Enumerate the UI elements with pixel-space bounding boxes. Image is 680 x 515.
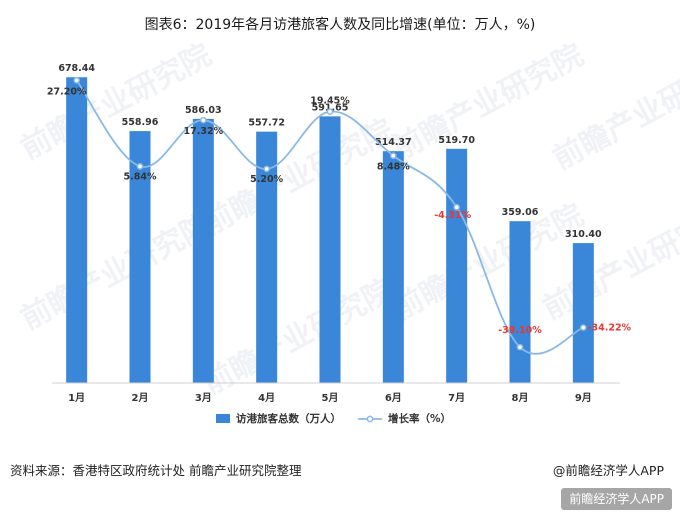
bar-value-label: 558.96: [122, 117, 159, 128]
x-tick-label: 8月: [512, 392, 529, 404]
watermark-text: 前瞻产业研究院: [15, 38, 217, 167]
growth-rate-point: [73, 77, 81, 84]
brand-handle: @前瞻经济学人APP: [552, 463, 664, 478]
chart: 前瞻产业研究院前瞻产业研究院前瞻产业研究院前瞻产业研究院前瞻产业研究院前瞻产业研…: [15, 38, 680, 425]
chart-title: 图表6：2019年各月访港旅客人数及同比增速(单位：万人，%): [144, 17, 536, 33]
legend-label-visitors: 访港旅客总数（万人）: [236, 412, 341, 425]
x-tick-label: 1月: [68, 392, 85, 404]
x-tick-label: 9月: [575, 392, 592, 404]
growth-rate-label: 8.48%: [377, 162, 410, 173]
growth-rate-label: 27.20%: [47, 86, 87, 97]
bar: [66, 77, 88, 384]
growth-rate-label: 5.84%: [124, 171, 157, 182]
corner-badge: 前瞻经济学人APP: [561, 488, 672, 510]
bar-value-label: 359.06: [502, 207, 539, 218]
growth-rate-label: -4.31%: [434, 210, 471, 221]
bar-value-label: 586.03: [185, 105, 222, 116]
growth-rate-point: [263, 165, 271, 173]
growth-rate-labels: 27.20% 5.84% 17.32% 5.20% 19.45% 8.48% -4.31% -…: [47, 86, 632, 336]
growth-rate-label: -34.22%: [588, 323, 632, 334]
bar: [509, 221, 531, 383]
growth-rate-point: [136, 163, 144, 170]
x-tick-label: 5月: [322, 392, 339, 404]
x-tick-label: 2月: [132, 392, 149, 404]
growth-rate-label: 17.32%: [184, 126, 224, 137]
bar: [256, 131, 278, 383]
bar-value-label: 519.70: [438, 135, 475, 146]
bar: [572, 243, 594, 383]
bar-series: [66, 77, 594, 384]
growth-rate-label: 5.20%: [250, 174, 283, 185]
legend-swatch-visitors: [216, 414, 230, 423]
growth-rate-point: [389, 152, 397, 160]
growth-rate-label: -39.10%: [498, 325, 542, 336]
bar-value-label: 591.65: [312, 102, 349, 113]
bar: [129, 131, 151, 383]
bar: [446, 148, 468, 383]
x-tick-label: 6月: [385, 392, 402, 404]
bar-value-labels: 678.44 558.96 586.03 557.72 591.65 514.37 519.…: [58, 63, 602, 240]
source-note: 资料来源：香港特区政府统计处 前瞻产业研究院整理: [10, 463, 302, 478]
x-tick-label: 7月: [448, 392, 465, 404]
growth-rate-point: [579, 324, 587, 331]
growth-rate-point: [516, 343, 524, 351]
x-axis-ticks: 1月 2月 3月 4月 5月 6月 7月 8月 9月: [68, 392, 592, 404]
legend: 访港旅客总数（万人） 增长率（%）: [216, 412, 451, 425]
x-tick-label: 4月: [258, 392, 275, 404]
bar-value-label: 514.37: [375, 137, 412, 148]
growth-rate-point: [199, 116, 207, 124]
legend-label-rate: 增长率（%）: [388, 412, 451, 425]
bar: [192, 118, 214, 383]
growth-rate-point: [453, 203, 461, 211]
bar: [319, 116, 341, 383]
growth-rate-point: [326, 108, 334, 115]
bar-value-label: 557.72: [248, 118, 285, 129]
bar-value-label: 678.44: [58, 63, 95, 74]
growth-rate-points: [73, 77, 587, 351]
watermark-text: 前瞻产业研究院: [15, 208, 217, 337]
growth-rate-label: 19.45%: [310, 96, 350, 107]
bar: [382, 151, 404, 383]
x-tick-label: 3月: [195, 392, 212, 404]
legend-swatch-rate-dot: [366, 415, 374, 423]
bar-value-label: 310.40: [565, 229, 602, 240]
